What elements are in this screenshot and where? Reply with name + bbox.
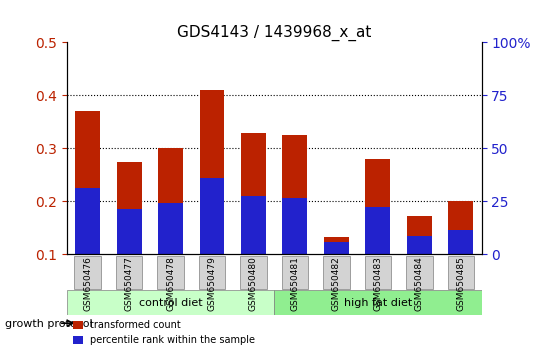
Bar bbox=[200, 90, 225, 255]
Title: GDS4143 / 1439968_x_at: GDS4143 / 1439968_x_at bbox=[177, 25, 371, 41]
Bar bbox=[117, 162, 142, 255]
FancyBboxPatch shape bbox=[67, 290, 274, 315]
FancyBboxPatch shape bbox=[198, 256, 225, 289]
Text: control diet: control diet bbox=[139, 298, 202, 308]
Bar bbox=[324, 242, 349, 255]
Text: GSM650476: GSM650476 bbox=[83, 256, 92, 311]
FancyBboxPatch shape bbox=[74, 256, 101, 289]
Text: GSM650478: GSM650478 bbox=[166, 256, 175, 311]
Text: GSM650479: GSM650479 bbox=[208, 256, 217, 311]
FancyBboxPatch shape bbox=[240, 256, 267, 289]
Bar bbox=[117, 210, 142, 255]
Text: GSM650481: GSM650481 bbox=[291, 256, 300, 311]
Bar bbox=[241, 133, 266, 255]
FancyBboxPatch shape bbox=[406, 256, 433, 289]
FancyBboxPatch shape bbox=[364, 256, 391, 289]
Bar bbox=[448, 230, 473, 255]
Bar bbox=[158, 148, 183, 255]
Text: growth protocol: growth protocol bbox=[5, 319, 93, 329]
FancyBboxPatch shape bbox=[447, 256, 474, 289]
FancyBboxPatch shape bbox=[157, 256, 184, 289]
Bar bbox=[407, 216, 432, 255]
FancyBboxPatch shape bbox=[274, 290, 482, 315]
Bar bbox=[365, 159, 391, 255]
Bar bbox=[282, 135, 307, 255]
FancyBboxPatch shape bbox=[281, 256, 308, 289]
Bar bbox=[407, 236, 432, 255]
Bar bbox=[75, 188, 100, 255]
Bar bbox=[282, 198, 307, 255]
Bar bbox=[448, 201, 473, 255]
FancyBboxPatch shape bbox=[116, 256, 142, 289]
Bar bbox=[241, 196, 266, 255]
Text: GSM650483: GSM650483 bbox=[373, 256, 383, 311]
Bar bbox=[75, 112, 100, 255]
Bar bbox=[158, 203, 183, 255]
Text: GSM650484: GSM650484 bbox=[415, 256, 424, 311]
Text: GSM650482: GSM650482 bbox=[332, 256, 341, 311]
FancyBboxPatch shape bbox=[323, 256, 350, 289]
Text: GSM650480: GSM650480 bbox=[249, 256, 258, 311]
Legend: transformed count, percentile rank within the sample: transformed count, percentile rank withi… bbox=[69, 316, 259, 349]
Text: GSM650485: GSM650485 bbox=[456, 256, 465, 311]
Bar bbox=[324, 237, 349, 255]
Text: GSM650477: GSM650477 bbox=[125, 256, 134, 311]
Text: high fat diet: high fat diet bbox=[343, 298, 412, 308]
Bar bbox=[200, 178, 225, 255]
Bar bbox=[365, 207, 391, 255]
